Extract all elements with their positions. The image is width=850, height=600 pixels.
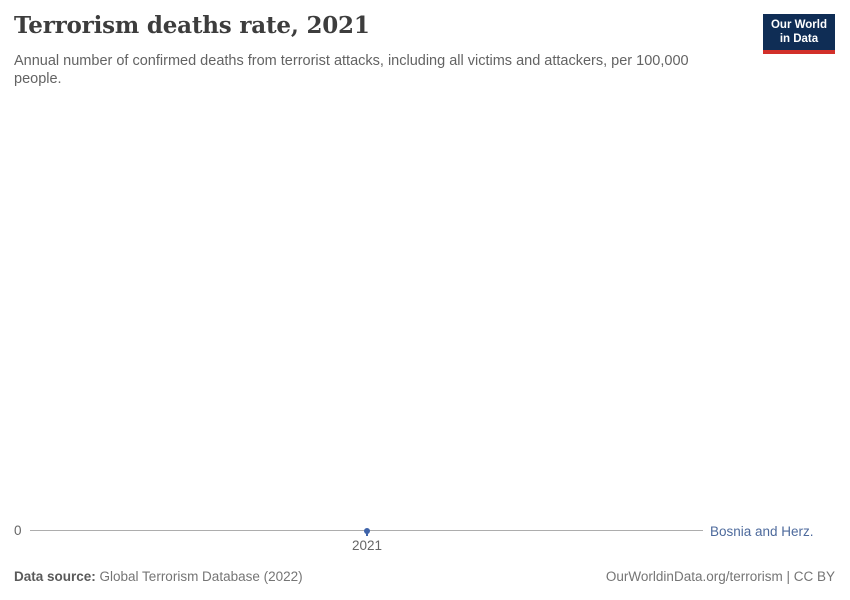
data-source-value: Global Terrorism Database (2022) [95, 569, 303, 584]
data-source-note: Data source: Global Terrorism Database (… [14, 569, 303, 584]
page-title: Terrorism deaths rate, 2021 [14, 12, 370, 39]
data-source-label: Data source: [14, 569, 96, 584]
y-axis-zero-label: 0 [14, 523, 22, 538]
owid-logo-line2: in Data [779, 32, 819, 45]
owid-logo[interactable]: Our World in Data [762, 14, 835, 54]
owid-logo-line1: Our World [770, 19, 827, 31]
x-axis-year-label: 2021 [351, 538, 383, 553]
series-label-bosnia[interactable]: Bosnia and Herz. [710, 524, 814, 539]
credit-link[interactable]: OurWorldinData.org/terrorism | CC BY [605, 569, 835, 584]
x-axis-tick-mark [366, 531, 368, 536]
chart-subtitle: Annual number of confirmed deaths from t… [14, 53, 689, 87]
